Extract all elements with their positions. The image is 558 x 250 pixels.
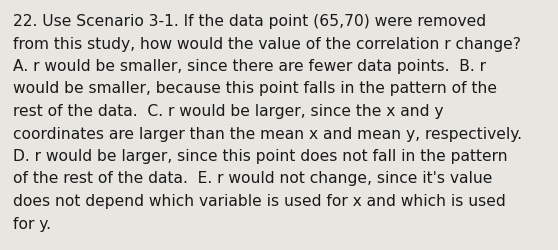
- Text: of the rest of the data.  E. r would not change, since it's value: of the rest of the data. E. r would not …: [13, 171, 492, 186]
- Text: coordinates are larger than the mean x and mean y, respectively.: coordinates are larger than the mean x a…: [13, 126, 522, 141]
- Text: would be smaller, because this point falls in the pattern of the: would be smaller, because this point fal…: [13, 81, 497, 96]
- Text: does not depend which variable is used for x and which is used: does not depend which variable is used f…: [13, 193, 506, 208]
- Text: A. r would be smaller, since there are fewer data points.  B. r: A. r would be smaller, since there are f…: [13, 59, 486, 74]
- Text: D. r would be larger, since this point does not fall in the pattern: D. r would be larger, since this point d…: [13, 148, 508, 163]
- Text: from this study, how would the value of the correlation r change?: from this study, how would the value of …: [13, 36, 521, 51]
- Text: rest of the data.  C. r would be larger, since the x and y: rest of the data. C. r would be larger, …: [13, 104, 444, 118]
- Text: for y.: for y.: [13, 216, 51, 230]
- Text: 22. Use Scenario 3-1. If the data point (65,70) were removed: 22. Use Scenario 3-1. If the data point …: [13, 14, 486, 29]
